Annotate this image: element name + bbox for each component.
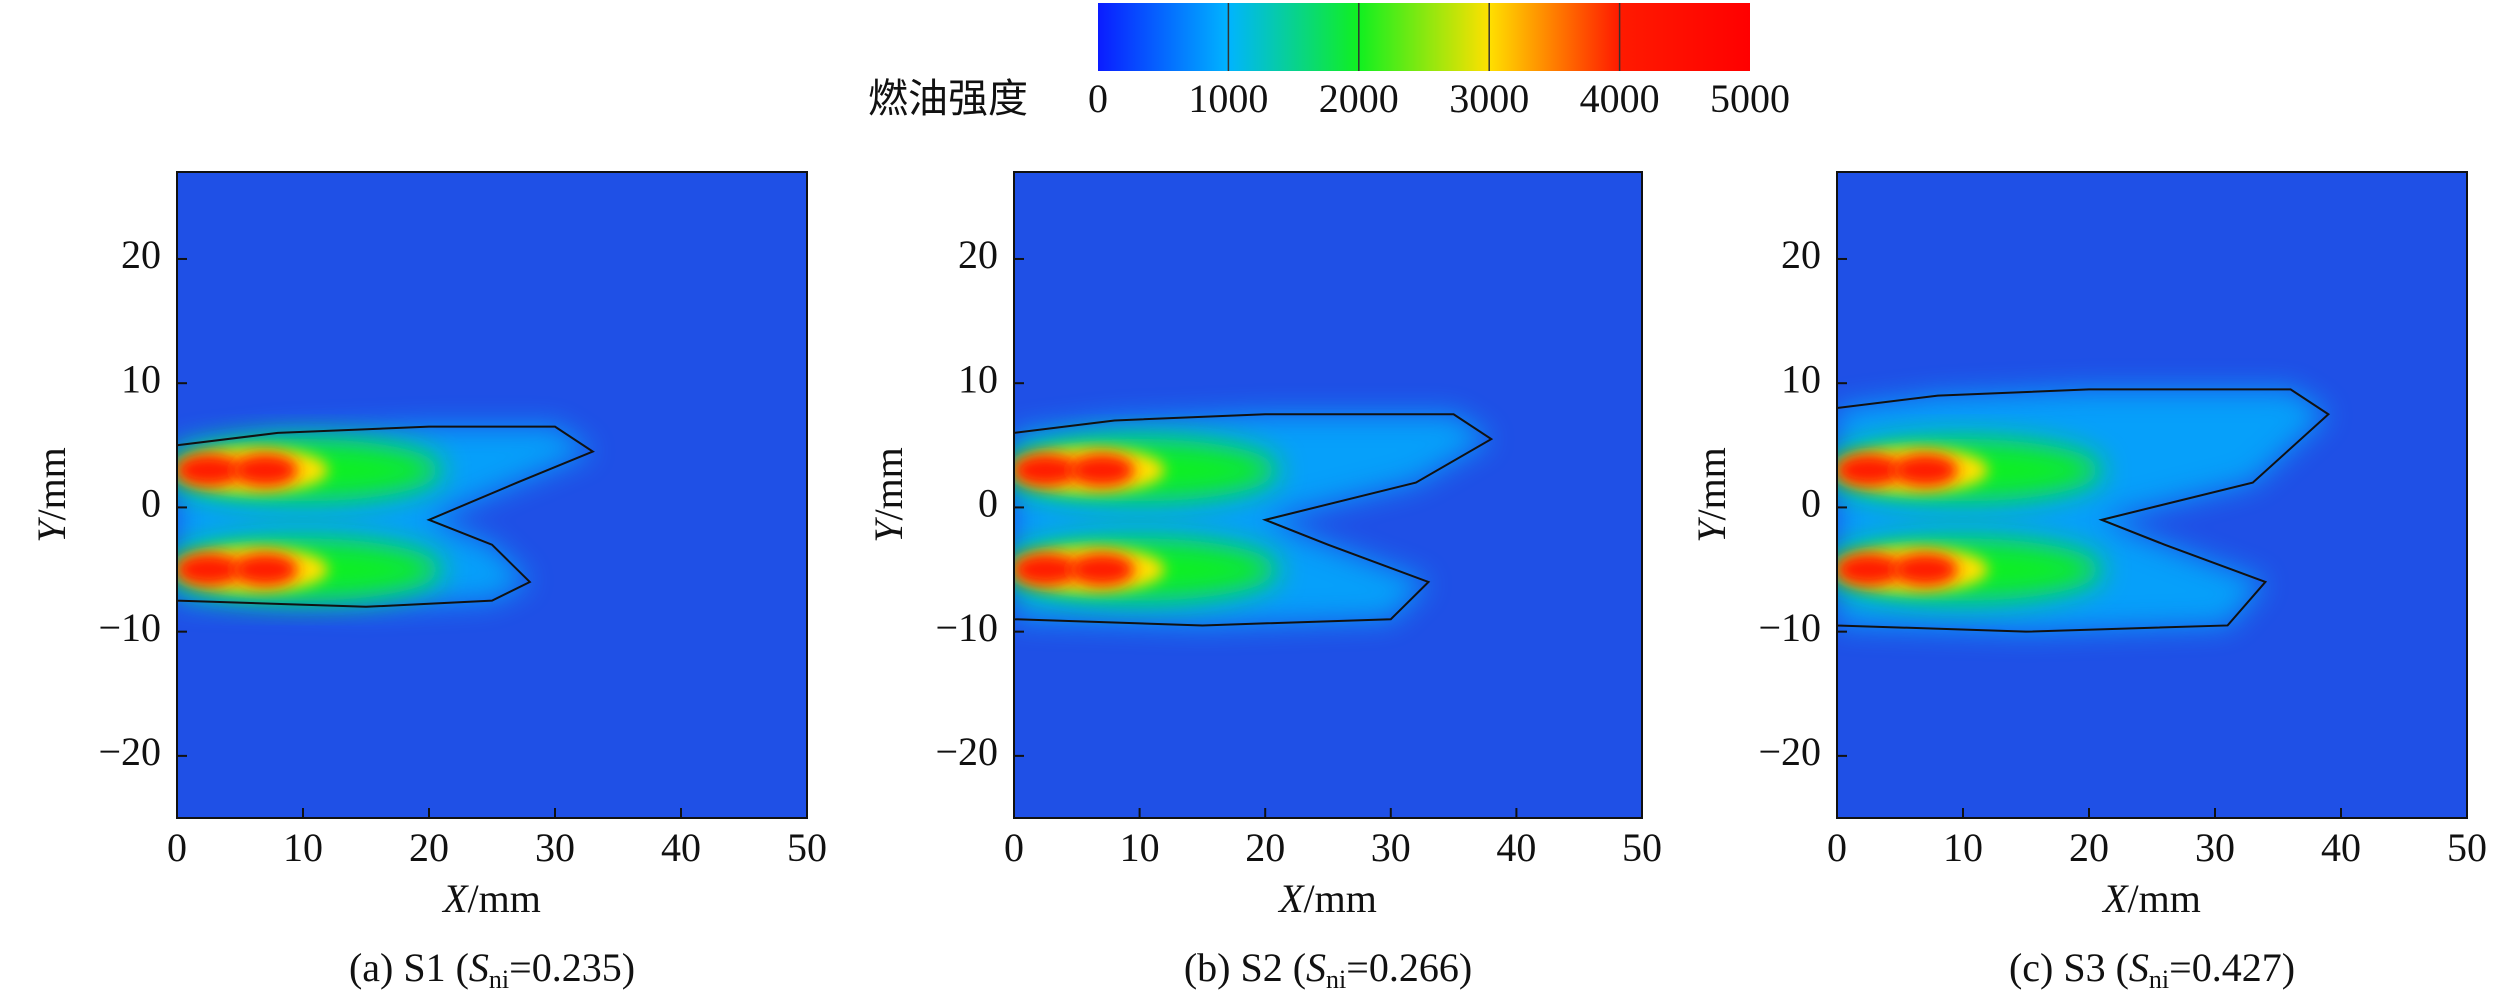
- heatmap: [177, 172, 807, 818]
- axis-variable: Y: [866, 517, 911, 543]
- colorbar-tick-label: 0: [1088, 76, 1108, 121]
- caption: (b) S2 (Sni=0.266): [1184, 945, 1472, 994]
- y-axis-label: Y/mm: [29, 447, 74, 543]
- spray-peak: [1069, 454, 1135, 487]
- x-tick-label: 40: [2321, 825, 2361, 870]
- axes-frame: [1013, 171, 1643, 819]
- spray-peak: [177, 553, 242, 586]
- y-tick-label: −20: [98, 729, 161, 774]
- x-axis-label: X/mm: [441, 876, 541, 921]
- axis-variable: Y: [1689, 517, 1734, 543]
- colorbar-tick-label: 5000: [1710, 76, 1790, 121]
- x-axis-label: X/mm: [1277, 876, 1377, 921]
- spray-peak: [232, 553, 298, 586]
- spray-peak: [1014, 454, 1079, 487]
- caption-subscript: ni: [489, 965, 509, 994]
- spray-peak: [1837, 553, 1902, 586]
- x-tick-label: 50: [787, 825, 827, 870]
- y-tick-label: 20: [121, 232, 161, 277]
- spray-peak: [232, 454, 298, 487]
- x-tick-label: 50: [1622, 825, 1662, 870]
- caption-text: (a) S1 (: [349, 945, 469, 990]
- x-tick-label: 30: [535, 825, 575, 870]
- spray-peak: [1837, 454, 1902, 487]
- x-tick-label: 30: [1371, 825, 1411, 870]
- axis-variable: X: [441, 876, 469, 921]
- caption-text: =0.266): [1346, 945, 1472, 990]
- spray-peak: [1069, 553, 1135, 586]
- caption-symbol: S: [469, 945, 489, 990]
- axis-unit: /mm: [1304, 876, 1377, 921]
- axis-unit: /mm: [468, 876, 541, 921]
- x-tick-label: 10: [283, 825, 323, 870]
- y-axis-label: Y/mm: [1689, 447, 1734, 543]
- caption-symbol: S: [1306, 945, 1326, 990]
- y-tick-label: 20: [958, 232, 998, 277]
- axis-variable: X: [2101, 876, 2129, 921]
- caption: (a) S1 (Sni=0.235): [349, 945, 635, 994]
- caption: (c) S3 (Sni=0.427): [2009, 945, 2295, 994]
- colorbar-tick-label: 2000: [1319, 76, 1399, 121]
- y-tick-label: −20: [1758, 729, 1821, 774]
- axes-frame: [176, 171, 808, 819]
- x-tick-label: 30: [2195, 825, 2235, 870]
- spray-contour: [177, 425, 595, 608]
- colorbar-tick-label: 3000: [1449, 76, 1529, 121]
- x-axis-label: X/mm: [2101, 876, 2201, 921]
- x-tick-label: 0: [1004, 825, 1024, 870]
- caption-text: =0.427): [2169, 945, 2295, 990]
- x-tick-label: 40: [661, 825, 701, 870]
- x-tick-label: 0: [167, 825, 187, 870]
- y-tick-label: −10: [935, 605, 998, 650]
- heatmap: [1837, 172, 2467, 818]
- colorbar-tick-label: 1000: [1188, 76, 1268, 121]
- y-tick-label: 10: [121, 356, 161, 401]
- x-tick-label: 50: [2447, 825, 2487, 870]
- y-tick-label: 0: [141, 481, 161, 526]
- caption-text: (b) S2 (: [1184, 945, 1306, 990]
- y-tick-label: 20: [1781, 232, 1821, 277]
- y-tick-label: 0: [1801, 481, 1821, 526]
- caption-text: =0.235): [509, 945, 635, 990]
- x-tick-label: 20: [1245, 825, 1285, 870]
- y-tick-label: −20: [935, 729, 998, 774]
- spray-peak: [177, 454, 242, 487]
- spray-peak: [1892, 553, 1958, 586]
- x-tick-label: 0: [1827, 825, 1847, 870]
- x-tick-label: 20: [2069, 825, 2109, 870]
- axis-variable: X: [1277, 876, 1305, 921]
- axis-unit: /mm: [866, 447, 911, 520]
- y-tick-label: −10: [98, 605, 161, 650]
- y-tick-label: 0: [978, 481, 998, 526]
- axis-unit: /mm: [1689, 447, 1734, 520]
- spray-contour: [1014, 413, 1494, 627]
- y-tick-label: 10: [958, 356, 998, 401]
- caption-subscript: ni: [1326, 965, 1346, 994]
- x-tick-label: 10: [1943, 825, 1983, 870]
- axis-variable: Y: [29, 517, 74, 543]
- caption-subscript: ni: [2149, 965, 2169, 994]
- axes-frame: [1836, 171, 2468, 819]
- x-tick-label: 40: [1496, 825, 1536, 870]
- colorbar-tick-label: 4000: [1580, 76, 1660, 121]
- heatmap: [1014, 172, 1642, 818]
- x-tick-label: 10: [1120, 825, 1160, 870]
- colorbar-label: 燃油强度: [868, 76, 1028, 121]
- spray-peak: [1014, 553, 1079, 586]
- spray-contour: [1837, 388, 2331, 633]
- caption-symbol: S: [2129, 945, 2149, 990]
- axis-unit: /mm: [2128, 876, 2201, 921]
- y-axis-label: Y/mm: [866, 447, 911, 543]
- axis-unit: /mm: [29, 447, 74, 520]
- colorbar: [1098, 3, 1750, 71]
- x-tick-label: 20: [409, 825, 449, 870]
- spray-peak: [1892, 454, 1958, 487]
- y-tick-label: −10: [1758, 605, 1821, 650]
- y-tick-label: 10: [1781, 356, 1821, 401]
- caption-text: (c) S3 (: [2009, 945, 2129, 990]
